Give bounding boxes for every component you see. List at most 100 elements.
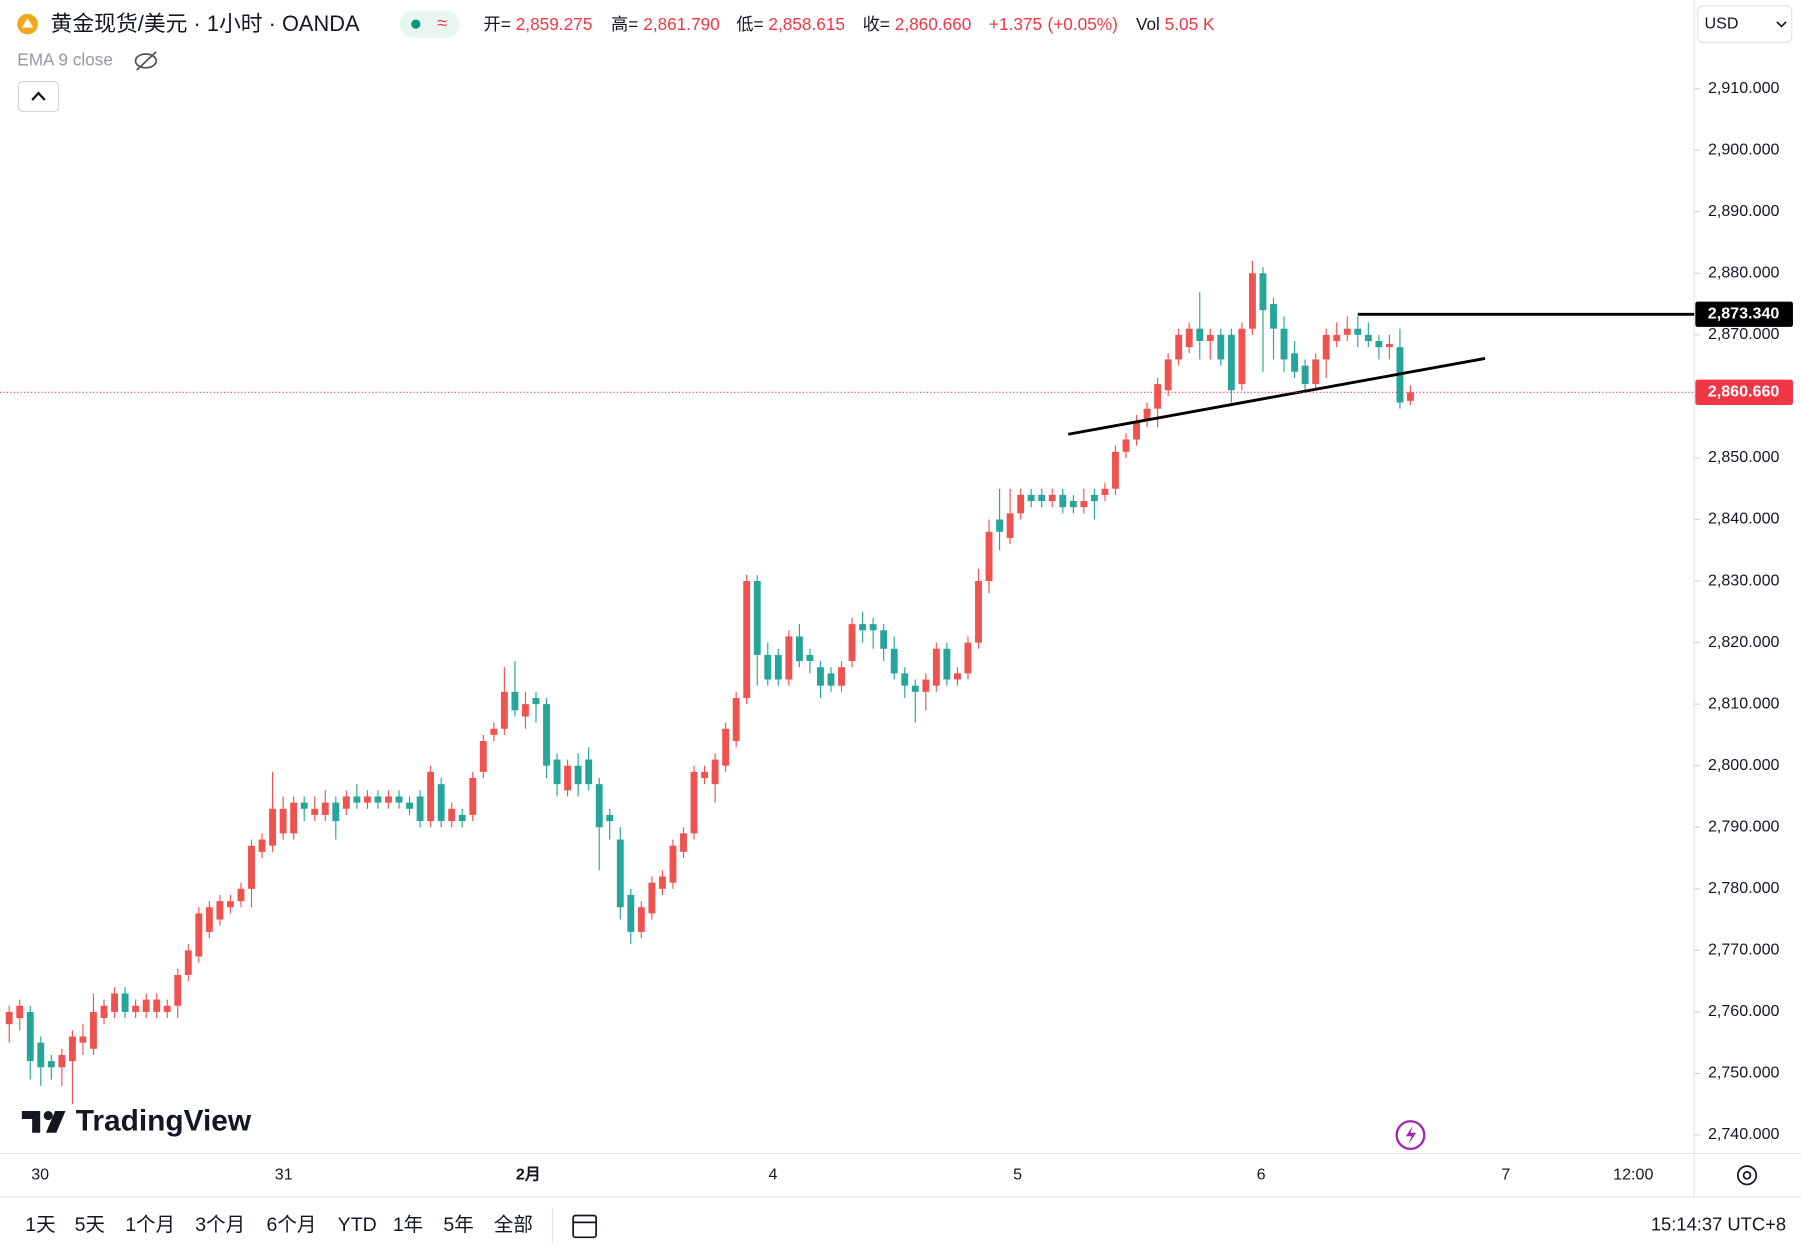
- time-label: 4: [769, 1166, 778, 1184]
- candle-body: [1048, 494, 1056, 502]
- candle-body: [1217, 334, 1225, 360]
- candle-body: [785, 636, 793, 680]
- y-tick-label: 2,810.000: [1708, 694, 1780, 712]
- range-button[interactable]: 5年: [443, 1214, 473, 1236]
- candle-body: [922, 679, 930, 692]
- status-badge[interactable]: [399, 10, 460, 38]
- candle-body: [205, 907, 213, 932]
- symbol-icon-glyph: [21, 18, 34, 28]
- candle-body: [79, 1036, 87, 1043]
- candle-body: [1112, 451, 1119, 489]
- candle-body: [37, 1042, 45, 1068]
- y-tick-label: 2,780.000: [1708, 879, 1780, 897]
- candle-body: [753, 581, 761, 655]
- range-button[interactable]: 5天: [75, 1214, 105, 1236]
- candle-body: [1101, 488, 1109, 495]
- range-button[interactable]: YTD: [338, 1214, 377, 1236]
- candle-body: [890, 648, 898, 674]
- legend-value: 2,859.275: [516, 14, 593, 34]
- candle-body: [1059, 494, 1067, 508]
- legend-name: 收=: [863, 14, 890, 34]
- price-label-box: [1695, 379, 1793, 405]
- time-label: 12:00: [1613, 1166, 1653, 1184]
- time-label: 31: [275, 1166, 293, 1184]
- candle-body: [806, 654, 814, 662]
- range-button[interactable]: 1年: [393, 1214, 423, 1236]
- candle-body: [1322, 334, 1330, 360]
- candle-body: [184, 950, 192, 975]
- candle-body: [838, 667, 845, 686]
- trend-line[interactable]: [1067, 357, 1486, 436]
- candle-body: [395, 796, 403, 803]
- candle-body: [543, 704, 550, 766]
- candle-body: [385, 796, 392, 803]
- candle-body: [374, 796, 382, 803]
- candle-body: [469, 777, 477, 815]
- candle-body: [932, 648, 940, 686]
- currency-dropdown[interactable]: [1697, 5, 1793, 44]
- replay-icon[interactable]: [572, 1214, 597, 1239]
- candle-body: [1354, 328, 1362, 335]
- candle-body: [163, 1005, 171, 1012]
- range-button[interactable]: 1个月: [125, 1214, 175, 1236]
- collapse-button[interactable]: [17, 80, 60, 113]
- candle-body: [47, 1061, 55, 1068]
- y-tick-label: 2,770.000: [1708, 941, 1780, 959]
- legend-value: 2,860.660: [895, 14, 972, 34]
- candle-body: [964, 642, 972, 674]
- candle-body: [279, 808, 287, 834]
- candle-body: [226, 901, 234, 908]
- y-tick-label: 2,890.000: [1708, 202, 1780, 220]
- legend-name: 开=: [484, 14, 511, 34]
- candle-body: [637, 907, 645, 932]
- dropdown-arrow: [1776, 21, 1787, 28]
- candle-body: [153, 999, 161, 1012]
- candle-body: [269, 808, 277, 846]
- symbol-title[interactable]: 黄金现货/美元 · 1小时 · OANDA: [51, 11, 360, 36]
- candle-body: [321, 802, 329, 815]
- time-label: 2月: [516, 1166, 541, 1184]
- candles: [5, 260, 1414, 1105]
- candle-body: [1154, 384, 1162, 409]
- range-button[interactable]: 3个月: [195, 1214, 245, 1236]
- price-label: 2,860.660: [1708, 383, 1780, 401]
- currency-label: USD: [1705, 14, 1739, 32]
- candle-body: [743, 581, 751, 698]
- range-button[interactable]: 6个月: [266, 1214, 316, 1236]
- range-button[interactable]: 全部: [494, 1214, 533, 1236]
- candle-body: [996, 519, 1004, 532]
- candle-body: [68, 1036, 76, 1062]
- candle-body: [195, 913, 203, 957]
- candle-body: [1385, 344, 1393, 348]
- candle-body: [1312, 359, 1320, 385]
- candle-body: [58, 1054, 66, 1068]
- candle-body: [174, 974, 182, 1006]
- clock[interactable]: 15:14:37 UTC+8: [1651, 1214, 1786, 1235]
- price-label-box: [1695, 301, 1793, 327]
- y-tick-label: 2,880.000: [1708, 264, 1780, 282]
- eye-off-icon[interactable]: [134, 51, 158, 71]
- candle-body: [1090, 494, 1098, 502]
- candle-body: [943, 648, 951, 680]
- candle-body: [532, 697, 540, 705]
- logo[interactable]: TradingView: [21, 1104, 252, 1137]
- candle-body: [732, 697, 740, 742]
- ohlc-legend: 开= 2,859.275 高= 2,861.790 低= 2,858.615 收= 2,860…: [484, 14, 1215, 34]
- candle-body: [1259, 273, 1267, 311]
- candle-body: [911, 685, 919, 692]
- candle-body: [985, 531, 993, 582]
- indicator-label[interactable]: EMA 9 close: [17, 49, 113, 69]
- candle-body: [1133, 421, 1140, 440]
- legend-value: 2,858.615: [768, 14, 845, 34]
- volume-name: Vol: [1136, 14, 1160, 34]
- candle-body: [1270, 304, 1277, 329]
- candle-body: [795, 636, 803, 662]
- range-button[interactable]: 1天: [25, 1214, 55, 1236]
- candle-body: [627, 894, 635, 932]
- time-label: 30: [31, 1166, 49, 1184]
- candle-body: [827, 673, 835, 686]
- settings-icon[interactable]: [1736, 1165, 1758, 1186]
- candle-body: [258, 839, 266, 852]
- time-label: 5: [1013, 1166, 1022, 1184]
